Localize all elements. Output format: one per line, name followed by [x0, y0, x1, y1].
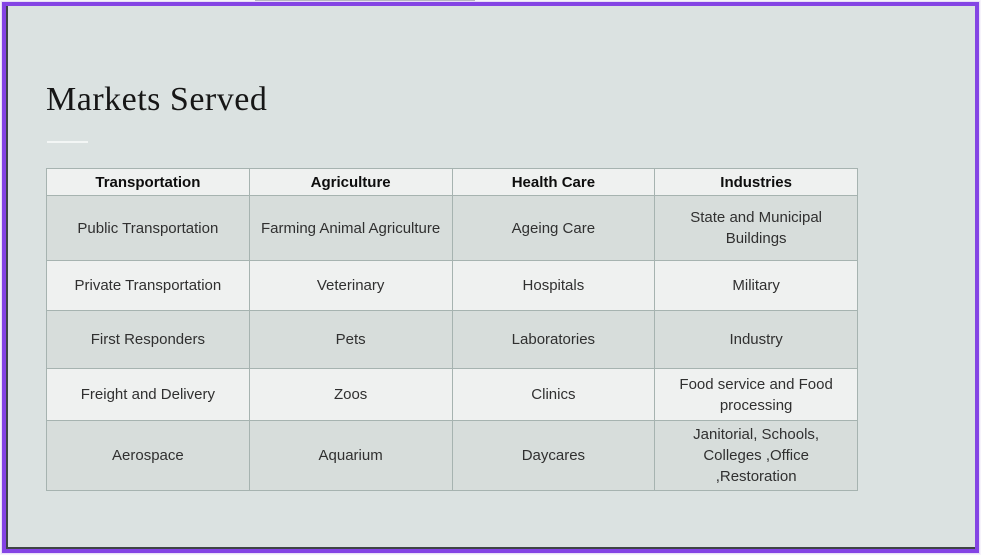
column-header-industries[interactable]: Industries — [654, 168, 858, 196]
window-top-edge-artifact — [255, 0, 475, 3]
table-row: First Responders Pets Laboratories Indus… — [46, 310, 858, 369]
column-header-health-care[interactable]: Health Care — [451, 168, 656, 196]
table-cell[interactable]: Private Transportation — [46, 260, 250, 311]
table-cell[interactable]: Aquarium — [248, 420, 453, 491]
table-cell[interactable]: Military — [654, 260, 858, 311]
table-cell[interactable]: Ageing Care — [451, 195, 656, 261]
title-underline — [47, 141, 88, 143]
table-row: Public Transportation Farming Animal Agr… — [46, 195, 858, 261]
table-cell[interactable]: Food service and Food processing — [654, 368, 858, 421]
table-cell[interactable]: Public Transportation — [46, 195, 250, 261]
slide-title[interactable]: Markets Served — [46, 81, 268, 118]
table-cell[interactable]: Clinics — [451, 368, 656, 421]
table-cell[interactable]: Veterinary — [248, 260, 453, 311]
slide-canvas[interactable]: Markets Served Transportation Agricultur… — [6, 6, 975, 549]
table-cell[interactable]: Aerospace — [46, 420, 250, 491]
table-cell[interactable]: Industry — [654, 310, 858, 369]
table-cell[interactable]: Zoos — [248, 368, 453, 421]
table-cell[interactable]: Pets — [248, 310, 453, 369]
table-cell[interactable]: Freight and Delivery — [46, 368, 250, 421]
table-cell[interactable]: Laboratories — [451, 310, 656, 369]
table-cell[interactable]: First Responders — [46, 310, 250, 369]
table-row: Aerospace Aquarium Daycares Janitorial, … — [46, 420, 858, 491]
table-cell[interactable]: State and Municipal Buildings — [654, 195, 858, 261]
table-cell[interactable]: Daycares — [451, 420, 656, 491]
column-header-agriculture[interactable]: Agriculture — [248, 168, 453, 196]
table-header-row: Transportation Agriculture Health Care I… — [46, 168, 858, 196]
table-cell[interactable]: Farming Animal Agriculture — [248, 195, 453, 261]
table-cell[interactable]: Hospitals — [451, 260, 656, 311]
table-row: Private Transportation Veterinary Hospit… — [46, 260, 858, 311]
table-row: Freight and Delivery Zoos Clinics Food s… — [46, 368, 858, 421]
table-cell-highlighted[interactable]: Janitorial, Schools, Colleges ,Office ,R… — [654, 420, 858, 491]
markets-table[interactable]: Transportation Agriculture Health Care I… — [46, 168, 858, 491]
column-header-transportation[interactable]: Transportation — [46, 168, 250, 196]
